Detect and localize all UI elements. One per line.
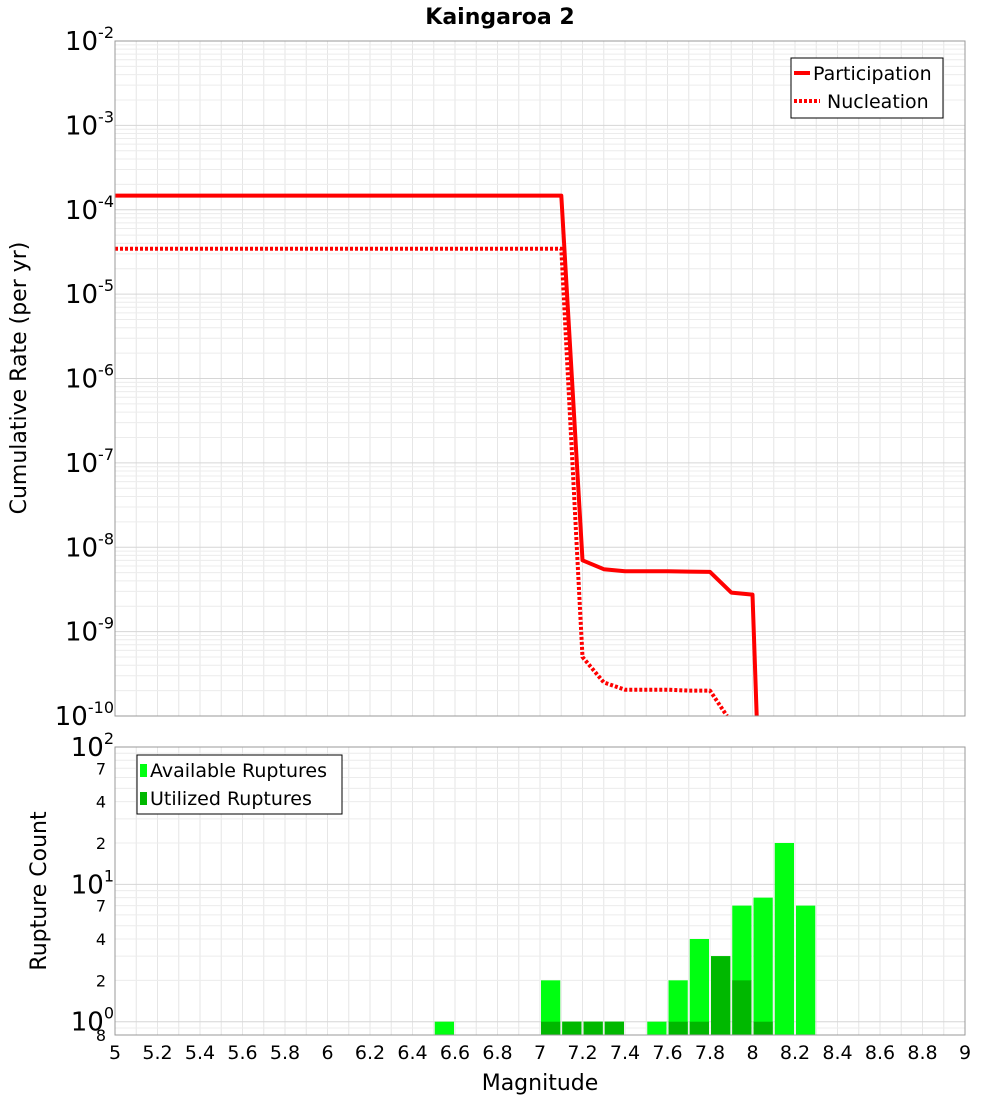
x-tick-label: 6.8 [482, 1042, 512, 1064]
x-tick-label: 8.2 [780, 1042, 810, 1064]
bar-available [668, 980, 688, 1035]
x-tick-label: 6 [321, 1042, 333, 1064]
x-tick-label: 8.8 [907, 1042, 937, 1064]
top-legend: Participation Nucleation [790, 57, 944, 119]
x-tick-label: 7.4 [610, 1042, 640, 1064]
x-tick-label: 6.6 [440, 1042, 470, 1064]
top-plot-frame [114, 40, 966, 717]
top-legend-box [790, 57, 944, 119]
legend-available-swatch [140, 764, 147, 777]
bottom-y-minor-tick-label: 7 [96, 897, 106, 916]
bottom-y-minor-tick-label: 4 [96, 793, 106, 812]
legend-nucleation-label: Nucleation [827, 91, 929, 113]
top-y-tick-labels: 10-2 10-3 10-4 10-5 10-6 10-7 10-8 10-9 10-10 [55, 23, 114, 732]
x-tick-label: 5 [109, 1042, 121, 1064]
bar-utilized [541, 1021, 561, 1035]
bar-available [753, 897, 773, 1035]
top-y-tick-label: 10-7 [65, 445, 114, 479]
bottom-plot-bars [434, 843, 816, 1035]
top-plot-series [115, 193, 759, 716]
top-y-axis-label: Cumulative Rate (per yr) [7, 242, 32, 515]
x-tick-label: 6.2 [355, 1042, 385, 1064]
series-participation-line [115, 193, 759, 716]
top-plot-gridlines [114, 41, 966, 717]
x-tick-label: 8.4 [822, 1042, 852, 1064]
bar-available [796, 905, 816, 1035]
x-tick-label: 8 [746, 1042, 758, 1064]
x-tick-label: 7.8 [695, 1042, 725, 1064]
legend-utilized-swatch [140, 792, 147, 805]
legend-available-label: Available Ruptures [150, 760, 327, 782]
bottom-y-minor-tick-label: 4 [96, 930, 106, 949]
x-tick-label: 5.8 [270, 1042, 300, 1064]
top-y-tick-label: 10-6 [65, 361, 114, 395]
bottom-y-minor-tick-label: 7 [96, 759, 106, 778]
bar-utilized [668, 1021, 688, 1035]
legend-participation-label: Participation [813, 63, 932, 85]
bar-utilized [732, 980, 752, 1035]
x-tick-label: 9 [959, 1042, 971, 1064]
bar-utilized [753, 1021, 773, 1035]
bar-utilized [583, 1021, 603, 1035]
x-tick-labels: 5 5.2 5.4 5.6 5.8 6 6.2 6.4 6.6 6.8 7 7.2 7.4 7.6 7.8 8… [109, 1042, 971, 1064]
top-y-tick-label: 10-9 [65, 614, 114, 648]
x-tick-label: 7.2 [567, 1042, 597, 1064]
bar-available [541, 980, 561, 1035]
bar-utilized [604, 1021, 624, 1035]
bottom-y-minor-tick-label: 2 [96, 834, 106, 853]
x-tick-label: 5.2 [142, 1042, 172, 1064]
bar-available [647, 1021, 667, 1035]
x-tick-label: 5.6 [227, 1042, 257, 1064]
bottom-legend-box [136, 754, 343, 815]
x-tick-label: 6.4 [397, 1042, 427, 1064]
top-y-tick-label: 10-8 [65, 529, 114, 563]
chart-title: Kaingaroa 2 [425, 5, 574, 30]
x-tick-label: 8.6 [865, 1042, 895, 1064]
bar-utilized [689, 1021, 709, 1035]
top-y-tick-label: 10-3 [65, 107, 114, 141]
bottom-y-major-tick-label: 101 [71, 866, 114, 900]
bottom-legend: Available Ruptures Utilized Ruptures [136, 754, 343, 815]
bar-utilized [711, 956, 731, 1035]
bottom-y-minor-tick-label: 2 [96, 971, 106, 990]
bottom-y-tick-labels: 102 101 100 7 4 2 7 4 2 8 [71, 729, 114, 1045]
bottom-y-major-tick-label: 100 [71, 1004, 114, 1038]
bottom-y-minor-tick-label: 8 [96, 1026, 106, 1045]
top-y-tick-label: 10-4 [65, 192, 114, 226]
bottom-y-axis-label: Rupture Count [27, 811, 52, 971]
bottom-plot-frame [114, 746, 966, 1036]
top-y-tick-label: 10-2 [65, 23, 114, 57]
bar-available [434, 1021, 454, 1035]
legend-utilized-label: Utilized Ruptures [150, 788, 312, 810]
x-tick-label: 7 [534, 1042, 546, 1064]
top-y-tick-label: 10-10 [55, 698, 114, 732]
x-tick-label: 5.4 [185, 1042, 215, 1064]
x-axis-label: Magnitude [482, 1071, 599, 1096]
bar-available [774, 843, 794, 1035]
series-nucleation-line [115, 246, 729, 716]
bar-available [689, 939, 709, 1035]
bottom-y-major-tick-label: 102 [71, 729, 114, 763]
top-y-tick-label: 10-5 [65, 276, 114, 310]
x-tick-label: 7.6 [652, 1042, 682, 1064]
bar-utilized [562, 1021, 582, 1035]
